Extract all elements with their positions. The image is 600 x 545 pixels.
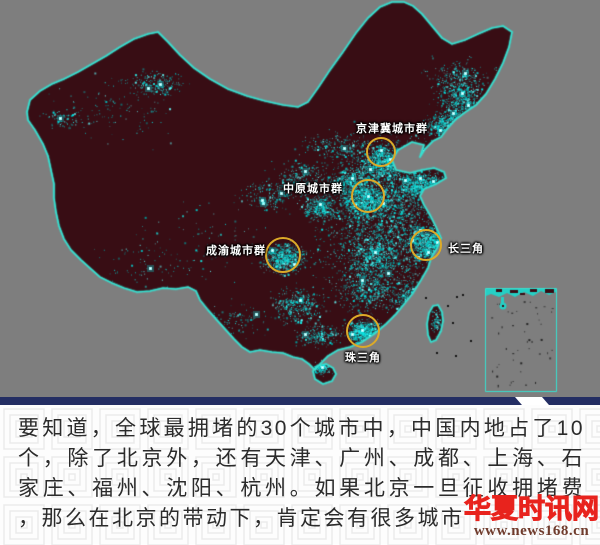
- china-map: 京津冀城市群 中原城市群 成渝城市群 长三角 珠三角: [0, 0, 600, 397]
- watermark-site-name: 华夏时讯网: [464, 494, 600, 524]
- caption-line-4: ，那么在北京的带动下，肯定会有很多城市: [18, 507, 465, 530]
- label-zhusanjiao: 珠三角: [345, 352, 381, 364]
- caption-line-2: 个，除了北京外，还有天津、广州、成都、上海、石: [18, 447, 585, 470]
- label-zhongyuan: 中原城市群: [283, 183, 343, 195]
- fret-pattern-background: [0, 405, 600, 545]
- caption-line-3: 家庄、福州、沈阳、杭州。如果北京一旦征收拥堵费: [18, 477, 585, 500]
- watermark: 华夏时讯网 www.news168.cn: [464, 494, 600, 539]
- divider-notch: [515, 397, 549, 405]
- watermark-site-url: www.news168.cn: [473, 523, 590, 539]
- caption-text: 要知道，全球最拥堵的30个城市中，中国内地占了10 个，除了北京外，还有天津、广…: [0, 414, 600, 534]
- divider-bar: [0, 397, 600, 405]
- china-night-lights-map: [0, 0, 600, 397]
- caption-line-1: 要知道，全球最拥堵的30个城市中，中国内地占了10: [18, 417, 585, 440]
- label-chengyu: 成渝城市群: [206, 245, 266, 257]
- caption-area: 要知道，全球最拥堵的30个城市中，中国内地占了10 个，除了北京外，还有天津、广…: [0, 405, 600, 545]
- label-jingjinji: 京津冀城市群: [356, 123, 428, 135]
- label-changsanjiao: 长三角: [448, 243, 484, 255]
